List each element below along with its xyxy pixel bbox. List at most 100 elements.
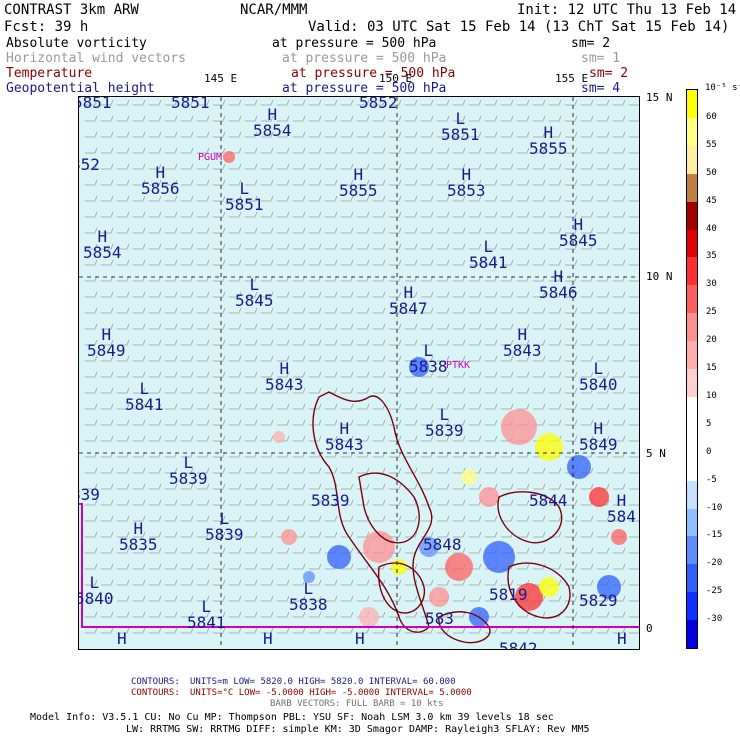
vorticity-blob <box>515 583 543 611</box>
wind-barb <box>549 147 562 154</box>
wind-barb <box>453 227 466 234</box>
wind-barb <box>565 291 578 298</box>
field-name-temperature: Temperature <box>6 66 93 81</box>
wind-barb <box>149 483 162 490</box>
wind-barb <box>325 467 338 474</box>
wind-barb <box>165 307 178 314</box>
wind-barb <box>277 131 290 138</box>
wind-barb <box>85 227 98 234</box>
wind-barb <box>245 403 258 410</box>
wind-barb <box>229 131 242 138</box>
wind-barb <box>133 467 146 474</box>
wind-barb <box>517 483 530 490</box>
wind-barb <box>501 259 514 266</box>
wind-barb <box>405 611 418 618</box>
wind-barb <box>149 531 162 538</box>
wind-barb <box>85 579 98 586</box>
wind-barb <box>133 355 146 362</box>
field-sm-temperature: sm= 2 <box>589 66 629 81</box>
wind-barb <box>309 259 322 266</box>
wind-barb <box>453 387 466 394</box>
wind-barb <box>485 163 498 170</box>
wind-barb <box>517 179 530 186</box>
wind-barb <box>325 499 338 506</box>
wind-barb <box>501 611 514 618</box>
colorbar-segment <box>687 396 697 426</box>
wind-barb <box>517 115 530 122</box>
wind-barb <box>309 179 322 186</box>
contours-height-info: UNITS=m LOW= 5820.0 HIGH= 5820.0 INTERVA… <box>190 677 456 687</box>
wind-barb <box>549 339 562 346</box>
wind-barb <box>597 563 610 570</box>
wind-barb <box>325 291 338 298</box>
wind-barb <box>629 423 639 426</box>
wind-barb <box>581 275 594 282</box>
wind-barb <box>325 211 338 218</box>
wind-barb <box>101 275 114 282</box>
wind-barb <box>197 339 210 346</box>
wind-barb <box>629 231 639 234</box>
wind-barb <box>565 339 578 346</box>
wind-barb <box>245 627 258 634</box>
wind-barb <box>165 515 178 522</box>
wind-barb <box>421 499 434 506</box>
wind-barb <box>469 163 482 170</box>
wind-barb <box>309 531 322 538</box>
wind-barb <box>613 131 626 138</box>
lat-label-10n: 10 N <box>646 270 673 283</box>
wind-barb <box>389 419 402 426</box>
height-label: H <box>263 629 273 648</box>
wind-barb <box>101 595 114 602</box>
wind-barb <box>501 515 514 522</box>
wind-barb <box>613 515 626 522</box>
wind-barb <box>325 99 338 106</box>
wind-barb <box>597 195 610 202</box>
colorbar-tick-label: 15 <box>706 363 717 373</box>
wind-barb <box>453 339 466 346</box>
wind-barb <box>565 435 578 442</box>
wind-barb <box>629 439 639 442</box>
wind-barb <box>293 611 306 618</box>
wind-barb <box>293 99 306 106</box>
wind-barb <box>229 531 242 538</box>
wind-barb <box>469 403 482 410</box>
wind-barb <box>117 243 130 250</box>
wind-barb <box>341 499 354 506</box>
wind-barb <box>453 515 466 522</box>
wind-barb <box>181 163 194 170</box>
wind-barb <box>197 531 210 538</box>
model-info-line2: LW: RRTMG SW: RRTMG DIFF: simple KM: 3D … <box>126 724 590 735</box>
wind-barb <box>341 339 354 346</box>
wind-barb <box>229 163 242 170</box>
wind-barb <box>149 195 162 202</box>
wind-barb <box>117 563 130 570</box>
wind-barb <box>341 627 354 634</box>
wind-barb <box>533 163 546 170</box>
height-label: H 5846 <box>539 267 578 302</box>
wind-barb <box>437 387 450 394</box>
wind-barb <box>581 211 594 218</box>
colorbar-tick-label: 0 <box>706 446 712 457</box>
wind-barb <box>565 611 578 618</box>
wind-barb <box>149 355 162 362</box>
wind-barb <box>533 99 546 106</box>
height-label: H <box>617 629 627 648</box>
wind-barb <box>117 275 130 282</box>
wind-barb <box>245 323 258 330</box>
wind-barb <box>469 595 482 602</box>
wind-barb <box>341 99 354 106</box>
wind-barb <box>453 163 466 170</box>
wind-barb <box>629 215 639 218</box>
wind-barb <box>613 227 626 234</box>
wind-barb <box>629 311 639 314</box>
wind-barb <box>277 451 290 458</box>
wind-barb <box>261 195 274 202</box>
colorbar-segment <box>687 564 697 593</box>
wind-barb <box>453 259 466 266</box>
height-label: H 5835 <box>119 519 158 554</box>
colorbar-tick-label: 10 <box>706 390 717 401</box>
height-label: L 5840 <box>78 573 114 608</box>
field-level-wind: at pressure = 500 hPa <box>282 51 447 66</box>
wind-barb <box>565 147 578 154</box>
vorticity-blob <box>461 469 477 485</box>
